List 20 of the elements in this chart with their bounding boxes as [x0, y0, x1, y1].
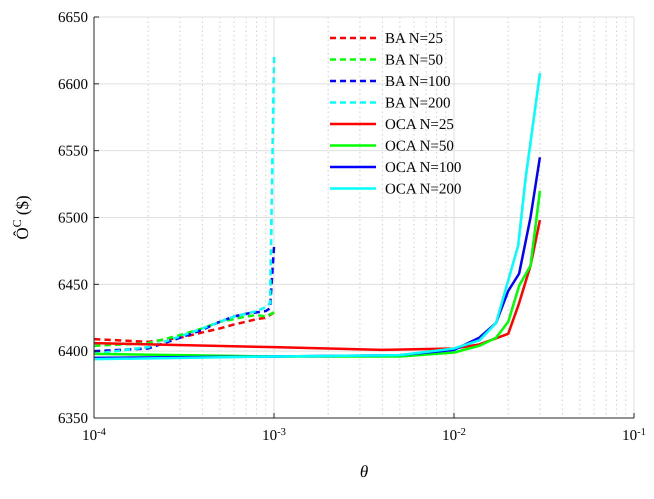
y-tick-label: 6350 — [58, 411, 88, 427]
y-tick-label: 6600 — [58, 76, 88, 93]
x-tick-label: 10$^{-2}$ — [442, 426, 466, 444]
legend-label: BA N=25 — [385, 31, 444, 47]
y-tick-label: 6650 — [58, 10, 88, 26]
legend-label: OCA N=50 — [385, 138, 454, 154]
y-tick-label: 6400 — [58, 344, 88, 360]
x-axis-title: θ — [360, 462, 368, 481]
legend-label: OCA N=25 — [385, 117, 454, 133]
legend-label: BA N=100 — [385, 74, 451, 90]
x-tick-label: 10$^{-1}$ — [622, 426, 646, 444]
y-tick-label: 6550 — [58, 144, 88, 160]
legend-label: OCA N=200 — [385, 182, 462, 198]
x-tick-label: 10$^{-3}$ — [262, 426, 286, 444]
x-tick-label: 10$^{-4}$ — [82, 426, 107, 444]
y-tick-label: 6500 — [58, 210, 88, 226]
legend-label: BA N=200 — [385, 96, 451, 112]
legend-label: OCA N=100 — [385, 160, 462, 176]
y-tick-label: 6450 — [58, 277, 88, 294]
legend-label: BA N=50 — [385, 52, 444, 68]
